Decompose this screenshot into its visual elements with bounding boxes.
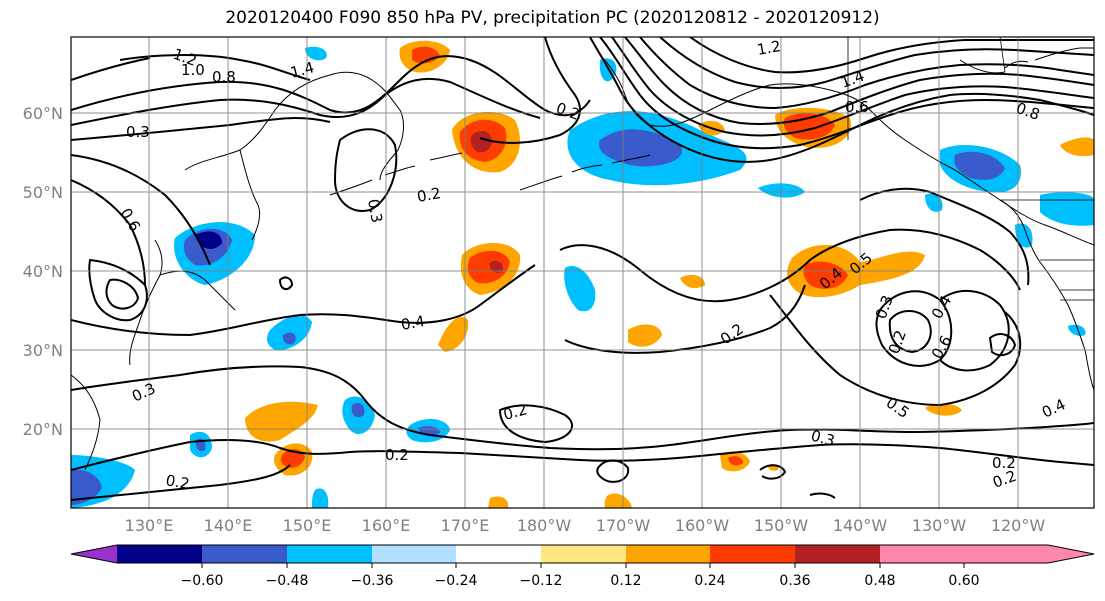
contour-label: 0.8 xyxy=(212,68,236,86)
lon-label: 170°W xyxy=(596,516,651,535)
colorbar-segment xyxy=(372,545,456,563)
colorbar-segment xyxy=(880,545,964,563)
contour-labels: 1.2 1.0 0.8 1.4 0.3 0.6 0.2 0.3 0.2 0.4 … xyxy=(117,37,1069,493)
lat-label-20n: 20°N xyxy=(23,420,63,439)
colorbar-tick-label: −0.12 xyxy=(520,573,563,589)
graticule xyxy=(71,37,1094,508)
lon-label: 120°W xyxy=(991,516,1046,535)
contour-label: 1.0 xyxy=(181,61,205,79)
contour-label: 0.4 xyxy=(400,312,427,334)
contour-label: 0.3 xyxy=(126,123,150,141)
colorbar-segment xyxy=(456,545,541,563)
colorbar-tick-label: −0.48 xyxy=(266,573,309,589)
colorbar-segment xyxy=(117,545,202,563)
lat-label-50n: 50°N xyxy=(23,183,63,202)
colorbar-extend-low xyxy=(71,545,117,563)
colorbar: −0.60 −0.48 −0.36 −0.24 −0.12 0.12 0.24 … xyxy=(70,544,1095,589)
colorbar-tick-label: 0.48 xyxy=(864,573,895,589)
map-title: 2020120400 F090 850 hPa PV, precipitatio… xyxy=(225,8,880,28)
longitude-labels: 130°E 140°E 150°E 160°E 170°E 180°W 170°… xyxy=(125,516,1046,535)
colorbar-segment xyxy=(795,545,880,563)
contour-label: 0.6 xyxy=(845,98,869,116)
colorbar-tick-label: 0.24 xyxy=(694,573,725,589)
borders xyxy=(847,37,1094,301)
contour-label: 0.2 xyxy=(416,184,443,206)
colorbar-tick-label: 0.12 xyxy=(610,573,641,589)
contour-label: 0.2 xyxy=(385,446,409,464)
colorbar-tick-marks xyxy=(201,563,965,568)
colorbar-tick-label: −0.24 xyxy=(435,573,478,589)
lon-label: 140°E xyxy=(204,516,253,535)
lat-label-60n: 60°N xyxy=(23,104,63,123)
latitude-labels: 60°N 50°N 40°N 30°N 20°N xyxy=(23,104,63,439)
lat-label-40n: 40°N xyxy=(23,262,63,281)
colorbar-tick-label: 0.60 xyxy=(948,573,979,589)
map-frame xyxy=(70,36,1095,509)
contour-label: 1.2 xyxy=(756,37,783,59)
contour-label: 0.2 xyxy=(164,471,191,493)
lat-label-30n: 30°N xyxy=(23,341,63,360)
colorbar-tick-labels: −0.60 −0.48 −0.36 −0.24 −0.12 0.12 0.24 … xyxy=(181,573,980,589)
contour-label: 0.2 xyxy=(992,454,1016,472)
contour-label: 0.3 xyxy=(364,198,386,225)
colorbar-tick-label: −0.36 xyxy=(351,573,394,589)
lon-label: 150°E xyxy=(283,516,332,535)
lon-label: 150°W xyxy=(754,516,809,535)
colorbar-segment xyxy=(541,545,626,563)
contour-label: 0.3 xyxy=(809,426,837,450)
lon-label: 160°E xyxy=(362,516,411,535)
lon-label: 170°E xyxy=(441,516,490,535)
colorbar-outline xyxy=(70,544,1095,564)
precip-positive-shading xyxy=(245,40,1094,508)
contour-label: 1.4 xyxy=(288,58,316,82)
lon-label: 160°W xyxy=(675,516,730,535)
colorbar-segment xyxy=(202,545,287,563)
lon-label: 130°E xyxy=(125,516,174,535)
lon-label: 180°W xyxy=(517,516,572,535)
pv-contours xyxy=(71,37,1094,501)
colorbar-tick-label: 0.36 xyxy=(779,573,810,589)
colorbar-segment xyxy=(710,545,795,563)
lon-label: 140°W xyxy=(833,516,888,535)
colorbar-segment xyxy=(626,545,710,563)
colorbar-tick-label: −0.60 xyxy=(181,573,224,589)
lon-label: 130°W xyxy=(912,516,967,535)
contour-label: 0.2 xyxy=(501,400,529,424)
colorbar-extend-high xyxy=(964,545,1094,563)
colorbar-segment xyxy=(287,545,372,563)
